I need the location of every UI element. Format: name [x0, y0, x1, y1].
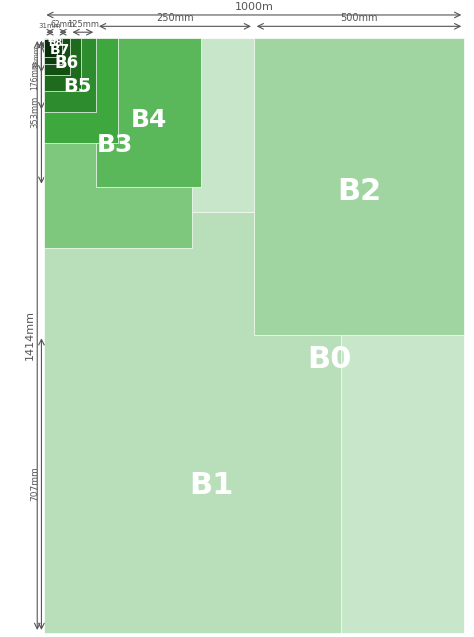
Text: 500mm: 500mm: [340, 13, 378, 23]
Text: B8: B8: [48, 38, 63, 48]
Text: 31mm: 31mm: [39, 23, 61, 29]
Text: B0: B0: [307, 345, 352, 374]
Text: 125mm: 125mm: [67, 20, 99, 29]
Text: 8mm: 8mm: [46, 39, 52, 55]
Bar: [44, 38, 81, 90]
Text: B3: B3: [97, 133, 133, 157]
Bar: [44, 38, 192, 248]
Text: 1000m: 1000m: [234, 2, 273, 11]
Text: B4: B4: [130, 108, 167, 132]
Text: 707mm: 707mm: [30, 467, 39, 501]
Text: B2: B2: [337, 176, 381, 206]
Text: B9: B9: [47, 37, 57, 43]
Text: B5: B5: [63, 76, 91, 96]
Bar: [44, 38, 62, 64]
Bar: [44, 212, 341, 633]
Text: 88mm: 88mm: [33, 45, 39, 68]
Bar: [44, 38, 70, 75]
Bar: [44, 38, 56, 57]
Text: B10: B10: [44, 36, 55, 41]
Text: 62mm: 62mm: [51, 20, 75, 29]
Text: 353mm: 353mm: [30, 96, 39, 129]
Text: B6: B6: [55, 54, 79, 72]
Bar: [96, 38, 201, 187]
Text: 1414mm: 1414mm: [25, 310, 35, 361]
Bar: [254, 38, 464, 336]
Bar: [44, 38, 118, 143]
Text: B7: B7: [49, 43, 70, 57]
Text: 250mm: 250mm: [156, 13, 194, 23]
Bar: [44, 38, 96, 112]
Text: B1: B1: [190, 471, 234, 500]
Text: 176mm: 176mm: [30, 61, 39, 90]
